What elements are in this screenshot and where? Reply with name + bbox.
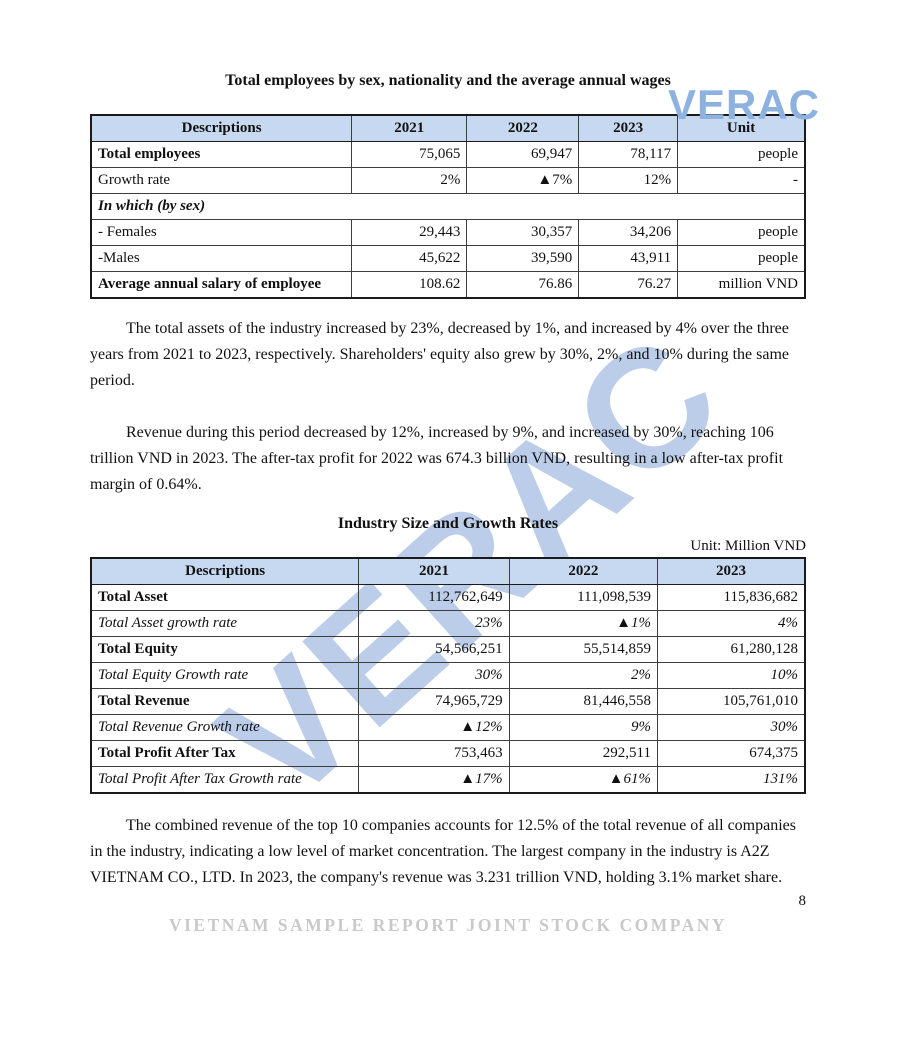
row-label: Total Profit After Tax Growth rate: [90, 766, 360, 794]
unit-cell: -: [677, 167, 806, 194]
page-number: 8: [798, 893, 807, 909]
table-row: In which (by sex): [90, 193, 806, 220]
value-cell: 69,947: [466, 141, 580, 168]
row-label: Total employees: [90, 141, 353, 168]
value-cell: 10%: [656, 662, 806, 689]
value-cell: 2%: [351, 167, 468, 194]
table-header-row: Descriptions 2021 2022 2023 Unit: [90, 114, 806, 142]
paragraph-concentration: The combined revenue of the top 10 compa…: [90, 817, 796, 886]
employees-table: Descriptions 2021 2022 2023 Unit Total employ…: [90, 114, 806, 299]
value-cell: 30%: [656, 714, 806, 741]
value-cell: ▲1%: [508, 610, 658, 637]
table-row: Total Asset growth rate 23% ▲1% 4%: [90, 610, 806, 637]
paragraph-assets: The total assets of the industry increas…: [90, 320, 790, 389]
value-cell: ▲7%: [466, 167, 580, 194]
row-label: Total Asset growth rate: [90, 610, 360, 637]
header-cell: 2022: [508, 557, 658, 585]
table-row: Total Revenue 74,965,729 81,446,558 105,761…: [90, 688, 806, 715]
table-row: Total Revenue Growth rate ▲12% 9% 30%: [90, 714, 806, 741]
value-cell: 112,762,649: [358, 584, 510, 611]
value-cell: 674,375: [656, 740, 806, 767]
header-cell: 2023: [578, 114, 679, 142]
value-cell: 115,836,682: [656, 584, 806, 611]
value-cell: 131%: [656, 766, 806, 794]
value-cell: 54,566,251: [358, 636, 510, 663]
row-label: -Males: [90, 245, 353, 272]
table-row: - Females 29,443 30,357 34,206 people: [90, 219, 806, 246]
unit-cell: people: [677, 141, 806, 168]
industry-table-title: Industry Size and Growth Rates: [337, 515, 559, 532]
table-row: Total employees 75,065 69,947 78,117 people: [90, 141, 806, 168]
employees-table-title: Total employees by sex, nationality and …: [225, 72, 671, 89]
value-cell: 61,280,128: [656, 636, 806, 663]
table-row: Total Equity 54,566,251 55,514,859 61,280,1…: [90, 636, 806, 663]
header-cell: Descriptions: [90, 114, 353, 142]
value-cell: 23%: [358, 610, 510, 637]
table-row: Average annual salary of employee 108.62 7…: [90, 271, 806, 299]
value-cell: 76.86: [466, 271, 580, 299]
header-cell: 2023: [656, 557, 806, 585]
value-cell: 81,446,558: [508, 688, 658, 715]
value-cell: 39,590: [466, 245, 580, 272]
header-cell: 2022: [466, 114, 580, 142]
value-cell: 78,117: [578, 141, 679, 168]
table-header-row: Descriptions 2021 2022 2023: [90, 557, 806, 585]
unit-cell: million VND: [677, 271, 806, 299]
header-cell: Unit: [677, 114, 806, 142]
value-cell: 30,357: [466, 219, 580, 246]
table-row: Total Asset 112,762,649 111,098,539 115,836…: [90, 584, 806, 611]
value-cell: 4%: [656, 610, 806, 637]
value-cell: 55,514,859: [508, 636, 658, 663]
row-label: Total Revenue Growth rate: [90, 714, 360, 741]
row-label: - Females: [90, 219, 353, 246]
row-label: Total Asset: [90, 584, 360, 611]
value-cell: 76.27: [578, 271, 679, 299]
value-cell: 2%: [508, 662, 658, 689]
value-cell: ▲61%: [508, 766, 658, 794]
value-cell: 9%: [508, 714, 658, 741]
value-cell: 74,965,729: [358, 688, 510, 715]
table-row: Growth rate 2% ▲7% 12% -: [90, 167, 806, 194]
row-label: Total Equity: [90, 636, 360, 663]
industry-table: Descriptions 2021 2022 2023 Total Asset 112,7…: [90, 557, 806, 794]
value-cell: 108.62: [351, 271, 468, 299]
report-page: Total employees by sex, nationality and …: [0, 73, 900, 936]
value-cell: 105,761,010: [656, 688, 806, 715]
value-cell: 45,622: [351, 245, 468, 272]
row-label: Average annual salary of employee: [90, 271, 353, 299]
row-label: In which (by sex): [90, 193, 806, 220]
table-row: Total Profit After Tax 753,463 292,511 674,…: [90, 740, 806, 767]
row-label: Total Revenue: [90, 688, 360, 715]
paragraph-revenue: Revenue during this period decreased by …: [90, 424, 784, 493]
header-cell: 2021: [351, 114, 468, 142]
verac-logo: VERAC: [667, 81, 820, 128]
row-label: Total Profit After Tax: [90, 740, 360, 767]
footer-company-name: VIETNAM SAMPLE REPORT JOINT STOCK COMPAN…: [168, 915, 728, 935]
table-row: -Males 45,622 39,590 43,911 people: [90, 245, 806, 272]
table-row: Total Profit After Tax Growth rate ▲17% ▲6…: [90, 766, 806, 794]
row-label: Growth rate: [90, 167, 353, 194]
unit-note: Unit: Million VND: [690, 538, 806, 554]
header-cell: 2021: [358, 557, 510, 585]
value-cell: 34,206: [578, 219, 679, 246]
unit-cell: people: [677, 219, 806, 246]
value-cell: ▲12%: [358, 714, 510, 741]
header-cell: Descriptions: [90, 557, 360, 585]
value-cell: ▲17%: [358, 766, 510, 794]
value-cell: 29,443: [351, 219, 468, 246]
value-cell: 753,463: [358, 740, 510, 767]
value-cell: 43,911: [578, 245, 679, 272]
value-cell: 30%: [358, 662, 510, 689]
unit-cell: people: [677, 245, 806, 272]
value-cell: 75,065: [351, 141, 468, 168]
table-row: Total Equity Growth rate 30% 2% 10%: [90, 662, 806, 689]
value-cell: 111,098,539: [508, 584, 658, 611]
row-label: Total Equity Growth rate: [90, 662, 360, 689]
value-cell: 292,511: [508, 740, 658, 767]
value-cell: 12%: [578, 167, 679, 194]
